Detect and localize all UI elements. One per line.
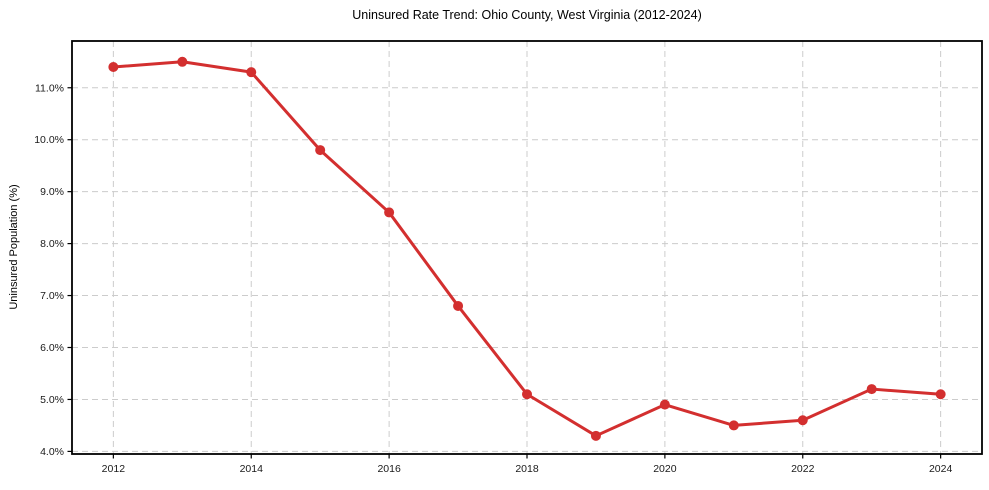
- x-axis-tick-label: 2014: [240, 463, 264, 475]
- data-point-marker: [246, 67, 257, 78]
- y-axis-tick-label: 5.0%: [40, 394, 64, 406]
- x-axis-tick-label: 2020: [653, 463, 677, 475]
- data-point-marker: [522, 389, 532, 400]
- y-axis-tick-label: 6.0%: [40, 342, 64, 354]
- x-axis-tick-label: 2016: [377, 463, 401, 475]
- y-axis-tick-label: 8.0%: [40, 238, 64, 250]
- x-axis-tick-label: 2022: [791, 463, 815, 475]
- x-axis-tick-label: 2018: [515, 463, 539, 475]
- data-point-marker: [590, 430, 601, 441]
- data-point-marker: [659, 399, 670, 410]
- data-point-marker: [866, 384, 877, 395]
- y-axis-tick-label: 11.0%: [35, 82, 64, 94]
- y-axis-tick-label: 9.0%: [40, 186, 64, 198]
- data-point-marker: [108, 61, 119, 72]
- data-point-marker: [453, 300, 464, 311]
- chart-title: Uninsured Rate Trend: Ohio County, West …: [352, 8, 702, 22]
- data-point-marker: [935, 389, 946, 400]
- y-axis-tick-label: 10.0%: [34, 134, 64, 146]
- trend-line: [111, 60, 943, 438]
- data-point-marker: [728, 420, 739, 431]
- data-point-marker: [797, 415, 808, 426]
- x-axis-tick-label: 2012: [102, 463, 126, 475]
- data-point-marker: [384, 207, 395, 218]
- y-axis-tick-label: 7.0%: [40, 290, 64, 302]
- data-point-marker: [315, 145, 326, 156]
- y-axis-tick-label: 4.0%: [40, 446, 64, 458]
- data-point-marker: [177, 56, 188, 67]
- x-axis-tick-label: 2024: [929, 463, 953, 475]
